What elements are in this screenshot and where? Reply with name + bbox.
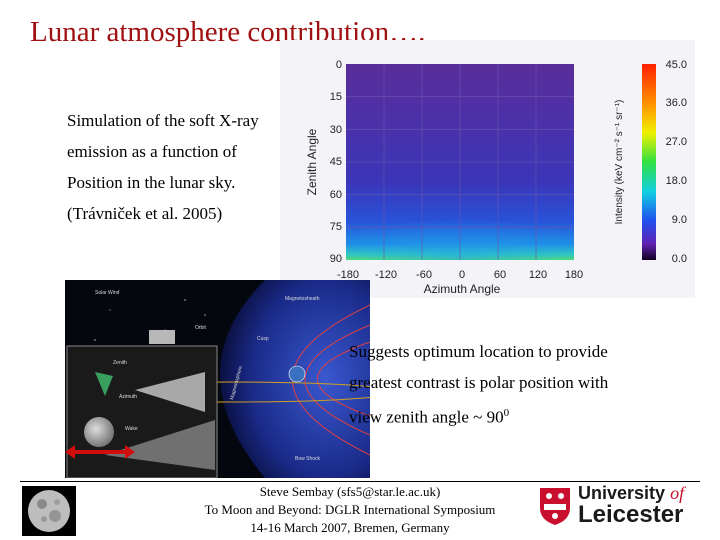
colorbar-label: Intensity (keV cm⁻² s⁻¹ sr⁻¹) bbox=[614, 100, 625, 225]
logo-word-university: University bbox=[578, 483, 666, 503]
text-line: (Trávniček et al. 2005) bbox=[67, 204, 223, 223]
colorbar-tick: 45.0 bbox=[666, 59, 687, 71]
y-tick-label: 15 bbox=[330, 91, 342, 103]
event-line: To Moon and Beyond: DGLR International S… bbox=[204, 502, 496, 517]
x-tick-label: -120 bbox=[375, 269, 397, 281]
diagram-label: Zenith bbox=[113, 360, 127, 366]
date-line: 14-16 March 2007, Bremen, Germany bbox=[250, 520, 450, 535]
presentation-credit: Steve Sembay (sfs5@star.le.ac.uk) To Moo… bbox=[190, 483, 510, 537]
colorbar bbox=[642, 64, 656, 260]
y-tick-label: 0 bbox=[336, 59, 342, 71]
y-tick-label: 45 bbox=[330, 156, 342, 168]
double-arrow-icon bbox=[65, 445, 135, 459]
simulation-description: Simulation of the soft X-ray emission as… bbox=[67, 105, 307, 229]
diagram-label: Magnetosheath bbox=[285, 296, 320, 302]
diagram-label: Wake bbox=[125, 426, 138, 432]
text-line: view zenith angle ~ 900 bbox=[349, 398, 679, 433]
text-line: greatest contrast is polar position with bbox=[349, 373, 609, 392]
text-fragment: view zenith angle ~ 90 bbox=[349, 407, 504, 427]
text-line: Position in the lunar sky. bbox=[67, 173, 236, 192]
colorbar-tick: 18.0 bbox=[666, 175, 687, 187]
conclusion-text: Suggests optimum location to provide gre… bbox=[349, 336, 679, 433]
colorbar-tick: 9.0 bbox=[672, 214, 687, 226]
text-line: Suggests optimum location to provide bbox=[349, 342, 608, 361]
university-shield-icon bbox=[540, 488, 570, 525]
diagram-label: Bow Shock bbox=[295, 456, 321, 462]
diagram-label: Solar Wind bbox=[95, 290, 120, 296]
logo-word-leicester: Leicester bbox=[578, 501, 684, 528]
diagram-label: Azimuth bbox=[119, 394, 137, 400]
x-tick-label: -60 bbox=[416, 269, 432, 281]
magnetosphere-diagram: Solar Wind Magnetosheath Orbit Cusp Magn… bbox=[65, 280, 370, 478]
university-of-leicester-logo: University of Leicester bbox=[538, 483, 708, 530]
y-tick-label: 90 bbox=[330, 253, 342, 265]
text-line: Simulation of the soft X-ray bbox=[67, 111, 259, 130]
xray-emission-heatmap: 0 15 30 45 60 75 90 -180 -120 -60 0 60 1… bbox=[280, 40, 695, 298]
logo-word-of: of bbox=[670, 483, 685, 503]
x-tick-label: 60 bbox=[494, 269, 506, 281]
superscript: 0 bbox=[503, 407, 510, 419]
x-tick-label: -180 bbox=[337, 269, 359, 281]
moon-logo bbox=[22, 486, 76, 536]
x-tick-label: 120 bbox=[529, 269, 547, 281]
y-axis-label: Zenith Angle bbox=[305, 128, 319, 195]
author-line: Steve Sembay (sfs5@star.le.ac.uk) bbox=[259, 484, 441, 499]
colorbar-tick: 27.0 bbox=[666, 136, 687, 148]
y-tick-label: 30 bbox=[330, 124, 342, 136]
footer-divider bbox=[20, 481, 700, 482]
moon-icon bbox=[84, 417, 114, 447]
observation-cone-icon bbox=[135, 372, 205, 412]
y-tick-label: 60 bbox=[330, 189, 342, 201]
x-tick-label: 0 bbox=[459, 269, 465, 281]
colorbar-tick: 0.0 bbox=[672, 253, 687, 265]
x-axis-label: Azimuth Angle bbox=[424, 282, 501, 296]
text-line: emission as a function of bbox=[67, 142, 237, 161]
y-tick-label: 75 bbox=[330, 221, 342, 233]
diagram-label: Cusp bbox=[257, 336, 269, 342]
diagram-label: Orbit bbox=[195, 325, 206, 331]
x-tick-label: 180 bbox=[565, 269, 583, 281]
colorbar-tick: 36.0 bbox=[666, 97, 687, 109]
earth-icon bbox=[288, 365, 306, 383]
